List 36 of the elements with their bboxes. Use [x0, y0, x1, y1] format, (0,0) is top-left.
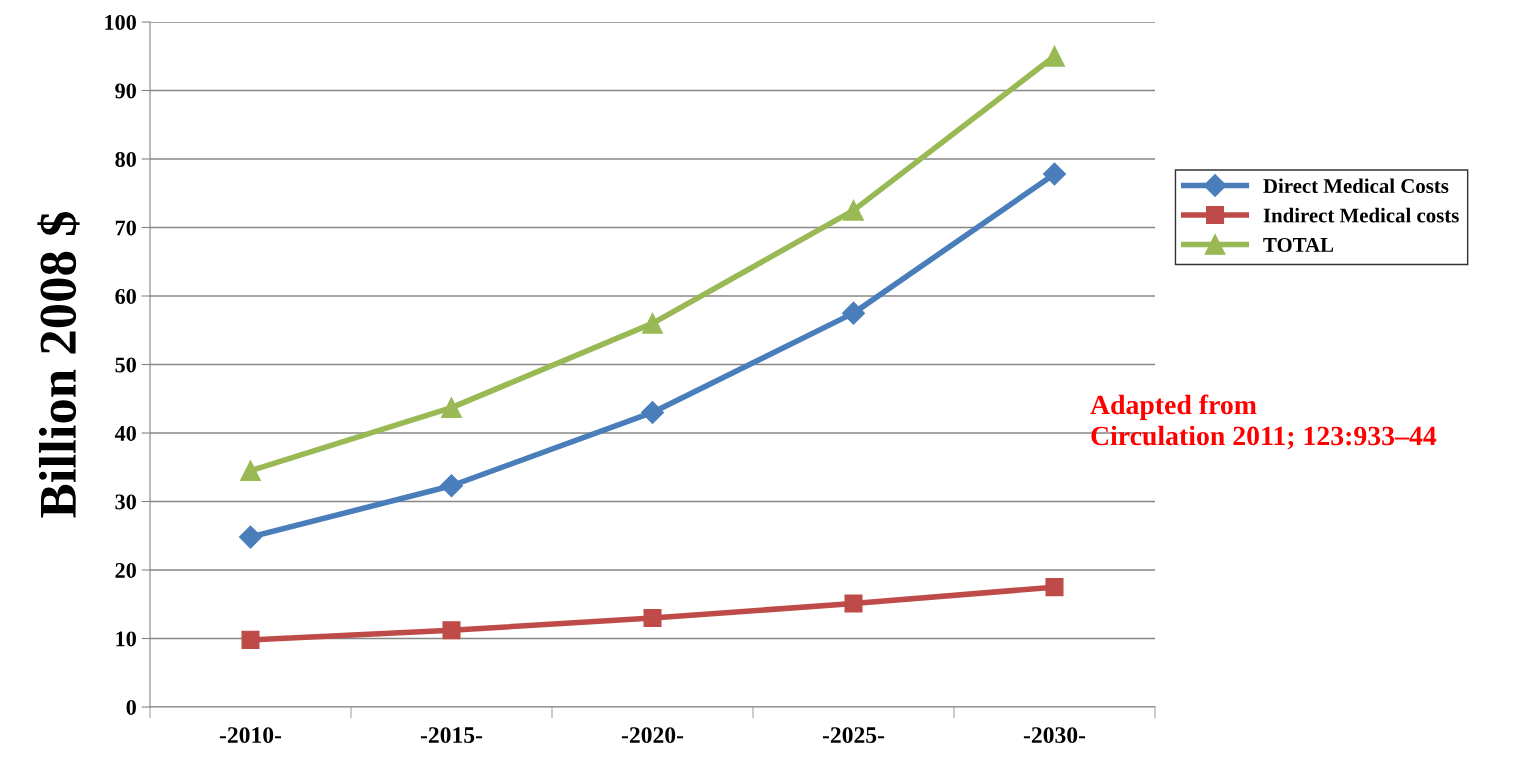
x-tick-label: -2020- [621, 727, 684, 744]
legend-label: Indirect Medical costs [1263, 207, 1459, 223]
x-tick-label: -2025- [822, 727, 885, 744]
point [1043, 162, 1066, 186]
point [641, 400, 664, 424]
point [441, 397, 462, 419]
point [440, 474, 463, 498]
point [642, 312, 663, 334]
legend-label: Direct Medical Costs [1263, 178, 1449, 194]
y-tick-label: 30 [115, 494, 136, 510]
legend-label: TOTAL [1263, 237, 1334, 252]
point [843, 199, 864, 221]
point [1045, 578, 1064, 597]
y-tick-label: 70 [115, 220, 136, 236]
y-tick-label: 10 [116, 631, 136, 647]
y-tick-label: 60 [115, 288, 136, 304]
x-tick-label: -2015- [420, 727, 483, 744]
y-tick-label: 90 [115, 83, 136, 99]
x-tick-label: -2030- [1023, 727, 1086, 744]
y-tick-label: 20 [115, 562, 136, 578]
x-tick-label: -2010- [219, 727, 282, 744]
point [442, 621, 461, 640]
y-axis-title: Billion 2008 $ [37, 212, 80, 518]
y-tick-label: 40 [114, 425, 136, 441]
point [241, 630, 260, 649]
y-tick-label: 50 [115, 357, 136, 373]
y-tick-label: 0 [126, 699, 136, 715]
y-tick-label: 80 [115, 151, 136, 167]
point [1044, 45, 1065, 67]
point [643, 608, 662, 627]
point [240, 460, 261, 482]
point [844, 594, 863, 613]
point [842, 301, 865, 325]
point [239, 525, 262, 549]
y-tick-label: 100 [105, 14, 136, 30]
annotation: Adapted from Circulation 2011; 123:933–44 [1090, 394, 1437, 450]
